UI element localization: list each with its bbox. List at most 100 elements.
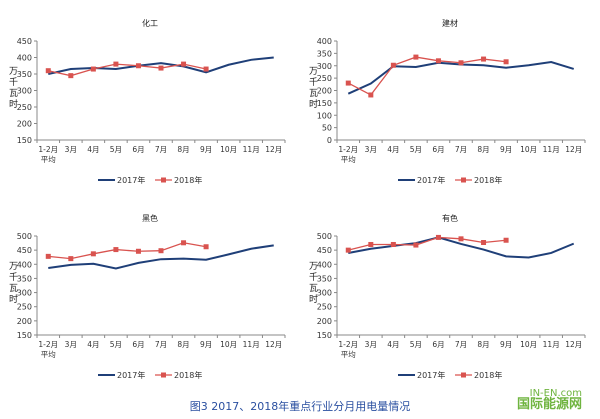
x-tick-label: 12月 [565,145,582,154]
x-tick-label: 12月 [265,145,282,154]
data-point [68,73,74,79]
y-tick-label: 200 [317,317,332,326]
x-tick-label: 4月 [87,145,99,154]
legend-marker [161,177,166,183]
y-tick-label: 400 [17,260,32,269]
y-tick-label: 150 [317,331,332,340]
x-tick-label: 10月 [520,340,537,349]
chart-nonferrous: 有色 150 200 250 300 350 400 450 500 1-2月 3月 4月 5月 6月 7月… [300,205,600,395]
data-point [181,240,187,246]
y-tick-label: 200 [17,317,32,326]
x-tick-label: 4月 [387,340,399,349]
y-tick-label: 250 [17,103,32,112]
x-tick-label: 5月 [410,340,422,349]
y-tick-label: 350 [317,49,332,58]
y-axis-label: 万千瓦时 [307,261,317,305]
data-point [203,66,209,72]
y-tick-label: 250 [317,303,332,312]
x-tick-label: 7月 [455,145,467,154]
x-tick-label: 1-2月 [338,340,358,349]
legend-label: 2017年 [417,370,445,380]
y-tick-label: 450 [17,246,32,255]
x-tick-label: 4月 [87,340,99,349]
series-line-2017 [347,61,575,95]
y-axis-label: 万千瓦时 [7,261,17,305]
y-tick-label: 300 [317,289,332,298]
y-tick-label: 350 [17,274,32,283]
data-point [413,242,419,248]
watermark-url: IN-EN.com [529,388,582,399]
legend-label: 2018年 [174,370,202,380]
figure-caption: 图3 2017、2018年重点行业分月用电量情况 [189,400,411,413]
data-point [503,59,509,65]
legend-label: 2018年 [174,175,202,185]
legend-marker [461,372,466,378]
x-tick-label: 6月 [132,340,144,349]
y-tick-label: 50 [322,124,332,133]
y-tick-label: 300 [17,289,32,298]
x-tick-label: 8月 [477,145,489,154]
x-tick-label: 5月 [110,340,122,349]
x-tick-label: 7月 [155,340,167,349]
x-tick-label: 6月 [432,145,444,154]
x-tick-sublabel: 平均 [41,154,56,164]
y-tick-label: 350 [317,274,332,283]
x-tick-label: 7月 [155,145,167,154]
data-point [435,234,441,240]
x-tick-label: 1-2月 [38,340,58,349]
x-tick-label: 9月 [500,340,512,349]
x-tick-label: 3月 [365,145,377,154]
x-tick-label: 6月 [132,145,144,154]
legend-label: 2017年 [117,370,145,380]
legend-label: 2018年 [474,370,502,380]
chart-ferrous: 黑色 150 200 250 300 350 400 450 500 1-2月 3月 4月 5月 6月 7月… [0,205,300,395]
chart-title: 建材 [442,18,458,28]
y-tick-label: 250 [17,303,32,312]
x-tick-label: 10月 [520,145,537,154]
x-tick-label: 1-2月 [338,145,358,154]
data-point [45,68,51,74]
data-point [68,256,74,262]
y-tick-label: 0 [327,136,332,145]
x-tick-sublabel: 平均 [41,349,56,359]
y-tick-label: 400 [317,37,332,46]
x-tick-label: 9月 [200,145,212,154]
y-axis-label: 万千瓦时 [7,66,17,110]
watermark-logo: IN-EN.com 国际能源网 [517,388,582,411]
x-tick-label: 10月 [220,145,237,154]
series-line-2018 [48,63,207,77]
series-line-2018 [48,242,207,260]
y-tick-label: 450 [317,246,332,255]
data-point [45,253,51,259]
y-tick-label: 400 [17,54,32,63]
x-tick-label: 11月 [543,145,560,154]
data-point [135,63,141,69]
data-point [458,236,464,242]
data-point [203,244,209,250]
chart-title: 黑色 [142,213,158,223]
y-tick-label: 150 [17,136,32,145]
y-tick-label: 450 [17,37,32,46]
legend-marker [161,372,166,378]
legend-label: 2017年 [117,175,145,185]
y-tick-label: 400 [317,260,332,269]
legend-label: 2018年 [474,175,502,185]
y-tick-label: 350 [17,70,32,79]
data-point [158,65,164,71]
series-line-2018 [348,236,507,251]
data-point [458,60,464,66]
y-tick-label: 250 [317,74,332,83]
data-point [158,248,164,254]
x-tick-label: 8月 [177,145,189,154]
data-point [181,61,187,67]
series-line-2017 [48,56,274,75]
data-point [345,80,351,86]
chart-title: 有色 [442,213,458,223]
x-tick-label: 3月 [65,340,77,349]
data-point [435,58,441,64]
y-tick-label: 500 [317,232,332,241]
x-tick-label: 8月 [477,340,489,349]
x-tick-label: 11月 [543,340,560,349]
legend-label: 2017年 [417,175,445,185]
data-point [113,247,119,253]
